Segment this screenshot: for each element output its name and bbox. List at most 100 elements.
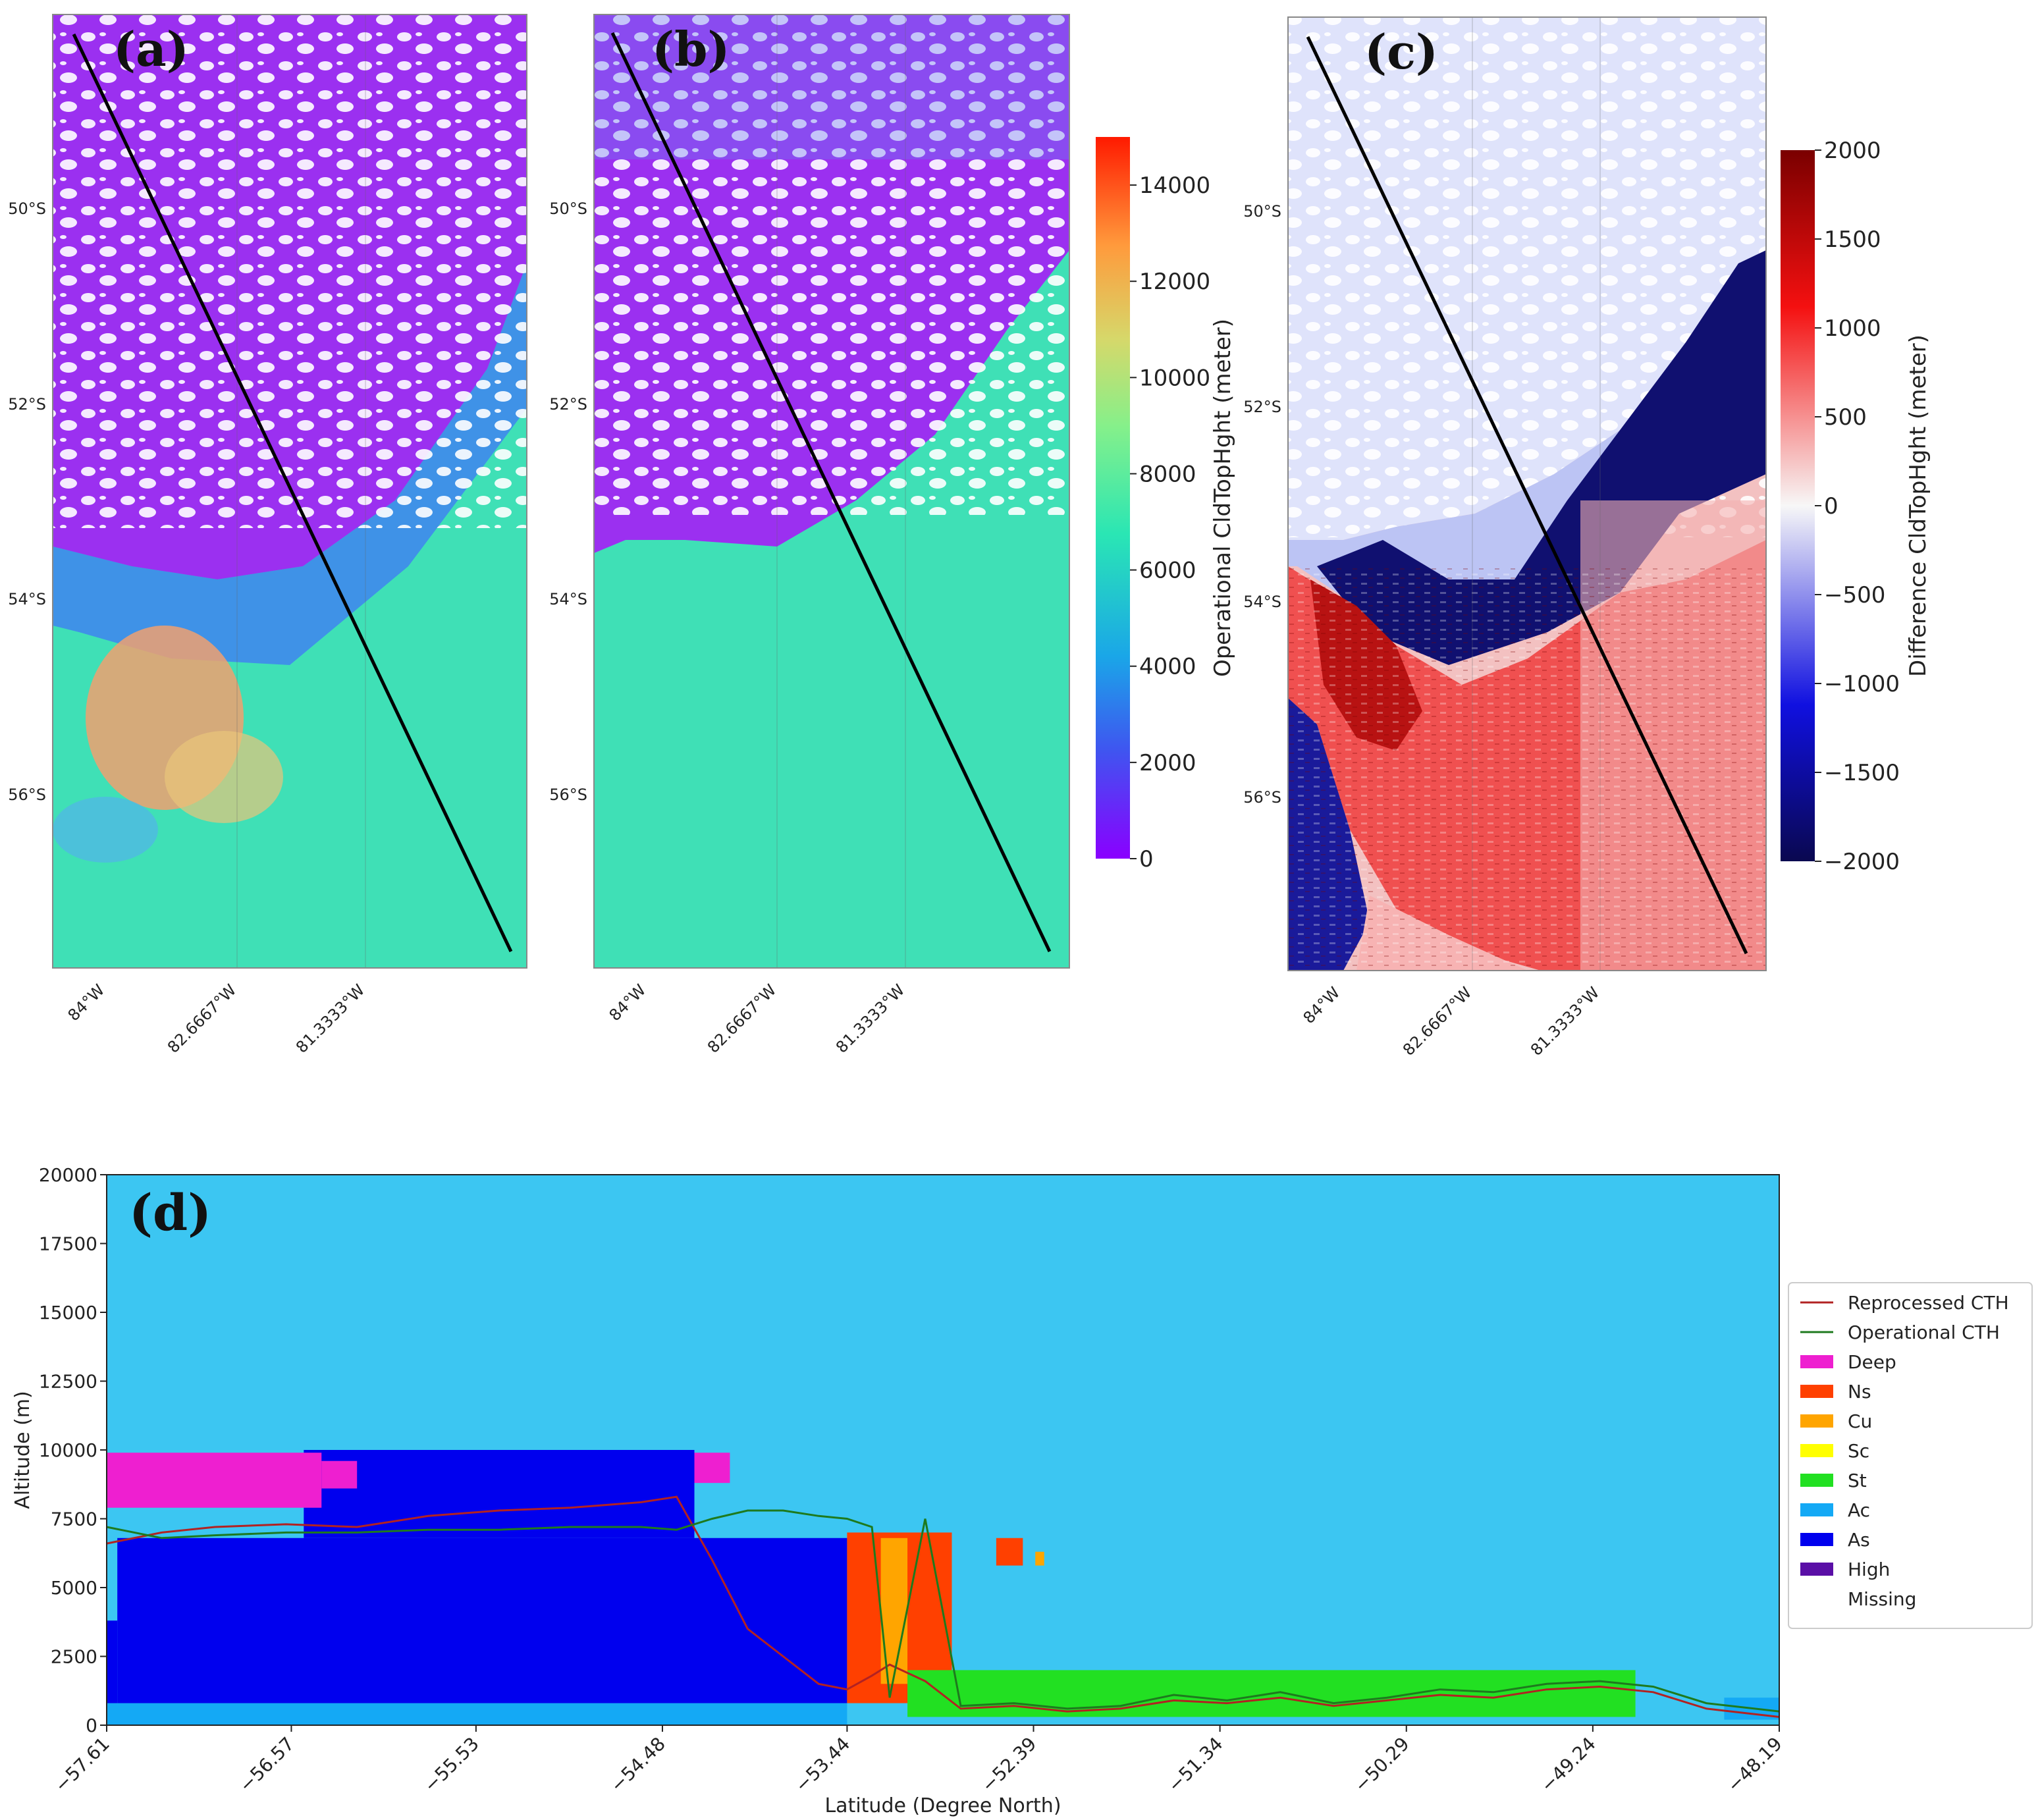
lat-tick: 54°S	[1243, 593, 1281, 611]
legend-swatch	[1800, 1563, 1833, 1576]
x-tick-label: −55.53	[419, 1733, 483, 1797]
legend-box	[1788, 1282, 2033, 1629]
cloud-layer-ns	[996, 1538, 1023, 1566]
colorbar-cth-tick: 12000	[1139, 269, 1210, 295]
x-tick-label: −50.29	[1350, 1733, 1414, 1797]
legend-label: Sc	[1848, 1440, 1869, 1462]
x-ticks: −57.61 −56.57 −55.53 −54.48 −53.44 −52.39 −51.…	[50, 1725, 1786, 1796]
cloud-layer-ac	[107, 1703, 847, 1725]
colorbar-cth-tick: 14000	[1139, 173, 1210, 199]
lat-tick: 52°S	[549, 395, 587, 414]
cloud-layer-cu	[880, 1538, 908, 1684]
track-line-b	[610, 32, 1052, 953]
series-line-reprocessed-cth	[106, 1495, 1780, 1718]
legend-label: Cu	[1848, 1410, 1872, 1432]
legend-label: High	[1848, 1559, 1890, 1580]
lon-tick: 81.3333°W	[292, 980, 368, 1056]
panel-c-label: (c)	[1364, 24, 1438, 80]
x-tick-label: −52.39	[977, 1733, 1041, 1797]
colorbar-diff-tick: −2000	[1824, 849, 1900, 875]
y-ticks: 0 2500 5000 7500 10000 12500 15000 17500 20000	[39, 1164, 107, 1736]
track-line-c	[1306, 36, 1748, 955]
legend-label: Operational CTH	[1848, 1322, 2000, 1343]
series-line-operational-cth	[106, 1509, 1780, 1713]
lat-tick: 56°S	[1243, 788, 1281, 807]
lat-tick: 50°S	[8, 200, 46, 218]
legend-label: Deep	[1848, 1351, 1896, 1373]
colorbar-diff-tick: 1000	[1824, 315, 1881, 342]
legend-swatch	[1800, 1474, 1833, 1487]
lat-tick: 56°S	[549, 786, 587, 804]
x-tick-label: −48.19	[1723, 1733, 1786, 1797]
colorbar-diff-tick: 2000	[1824, 138, 1881, 164]
y-tick-label: 7500	[51, 1509, 97, 1530]
colorbar-cth-tick: 2000	[1139, 750, 1196, 776]
colorbar-cth-tick: 0	[1139, 846, 1154, 872]
y-axis-label: Altitude (m)	[11, 1391, 34, 1509]
lon-tick: 82.6667°W	[1399, 983, 1475, 1059]
cloud-layer-cu	[1035, 1551, 1044, 1566]
x-axis-label: Latitude (Degree North)	[824, 1794, 1061, 1817]
lon-ticks-b: 84°W 82.6667°W 81.3333°W	[606, 980, 909, 1056]
lat-tick: 54°S	[8, 590, 46, 608]
legend-label: Reprocessed CTH	[1848, 1292, 2009, 1314]
lon-tick: 82.6667°W	[704, 980, 780, 1056]
cloud-layer-deep	[107, 1453, 322, 1508]
colorbar-diff-gradient	[1781, 150, 1815, 861]
y-tick-label: 10000	[39, 1439, 97, 1461]
legend-swatch	[1800, 1414, 1833, 1428]
colorbar-diff-label: Difference CldTopHght (meter)	[1905, 335, 1931, 677]
lon-tick: 81.3333°W	[1527, 983, 1603, 1059]
colorbar-cth: 0 2000 4000 6000 8000 10000 12000 14000 Operati…	[1096, 137, 1236, 872]
y-tick-label: 15000	[39, 1302, 97, 1324]
cloud-layer-deep	[694, 1453, 730, 1484]
lat-tick: 50°S	[1243, 202, 1281, 221]
legend-label: Missing	[1848, 1588, 1916, 1610]
x-tick-label: −57.61	[50, 1733, 114, 1797]
y-tick-label: 5000	[51, 1577, 97, 1599]
colorbar-cth-tick: 10000	[1139, 365, 1210, 391]
legend-swatch	[1800, 1503, 1833, 1516]
panel-d-label: (d)	[129, 1183, 211, 1242]
lat-ticks-c: 50°S 52°S 54°S 56°S	[1243, 202, 1281, 807]
colorbar-diff: 2000 1500 1000 500 0 −500 −1000 −1500 −2000 Diff…	[1781, 138, 1931, 875]
colorbar-diff-tick: −1000	[1824, 671, 1900, 697]
lon-tick: 81.3333°W	[832, 980, 908, 1056]
lon-ticks-a: 84°W 82.6667°W 81.3333°W	[65, 980, 369, 1056]
panel-a-label: (a)	[113, 21, 189, 77]
y-tick-label: 0	[86, 1715, 97, 1736]
lon-tick: 82.6667°W	[164, 980, 240, 1056]
lat-ticks-b: 50°S 52°S 54°S 56°S	[549, 200, 587, 804]
colorbar-diff-tick: −1500	[1824, 760, 1900, 786]
colorbar-diff-tick: 500	[1824, 404, 1867, 431]
lat-tick: 50°S	[549, 200, 587, 218]
x-tick-label: −51.34	[1164, 1733, 1227, 1797]
lon-tick: 84°W	[606, 980, 650, 1025]
legend-label: Ac	[1848, 1499, 1870, 1521]
legend: Reprocessed CTH Operational CTH Deep Ns Cu Sc…	[1788, 1282, 2033, 1629]
x-tick-label: −49.24	[1536, 1733, 1600, 1797]
panel-d-chart: (d) −57.61 −56.57 −55.53 −54.48 −53.44 −52.39…	[11, 1164, 2033, 1817]
colorbar-diff-tick: 1500	[1824, 227, 1881, 253]
legend-swatch	[1800, 1385, 1833, 1398]
lat-tick: 54°S	[549, 590, 587, 608]
x-tick-label: −56.57	[235, 1733, 299, 1797]
panel-a-map: (a) 50°S 52°S 54°S 56°S 84°W 82.6667°W 8…	[8, 14, 527, 1057]
lon-tick: 84°W	[65, 980, 109, 1025]
y-tick-label: 20000	[39, 1164, 97, 1186]
legend-swatch	[1800, 1444, 1833, 1457]
lat-tick: 52°S	[1243, 398, 1281, 416]
colorbar-cth-label: Operational CldTopHght (meter)	[1210, 319, 1236, 677]
colorbar-diff-tick: −500	[1824, 582, 1885, 608]
colorbar-cth-tick: 4000	[1139, 654, 1196, 680]
panel-c-map: (c) 50°S 52°S 54°S 56°S 84°W 82.6667°W 8…	[1243, 16, 1767, 1059]
colorbar-diff-tick: 0	[1824, 493, 1839, 520]
cloud-layer-as	[304, 1450, 695, 1538]
panel-b-label: (b)	[652, 21, 730, 77]
panel-b-map: (b) 50°S 52°S 54°S 56°S 84°W 82.6667°W 8…	[549, 14, 1070, 1057]
track-line-a	[72, 33, 513, 953]
legend-swatch	[1800, 1533, 1833, 1546]
x-tick-label: −54.48	[606, 1733, 670, 1797]
lon-ticks-c: 84°W 82.6667°W 81.3333°W	[1300, 983, 1603, 1059]
colorbar-cth-tick: 8000	[1139, 461, 1196, 487]
